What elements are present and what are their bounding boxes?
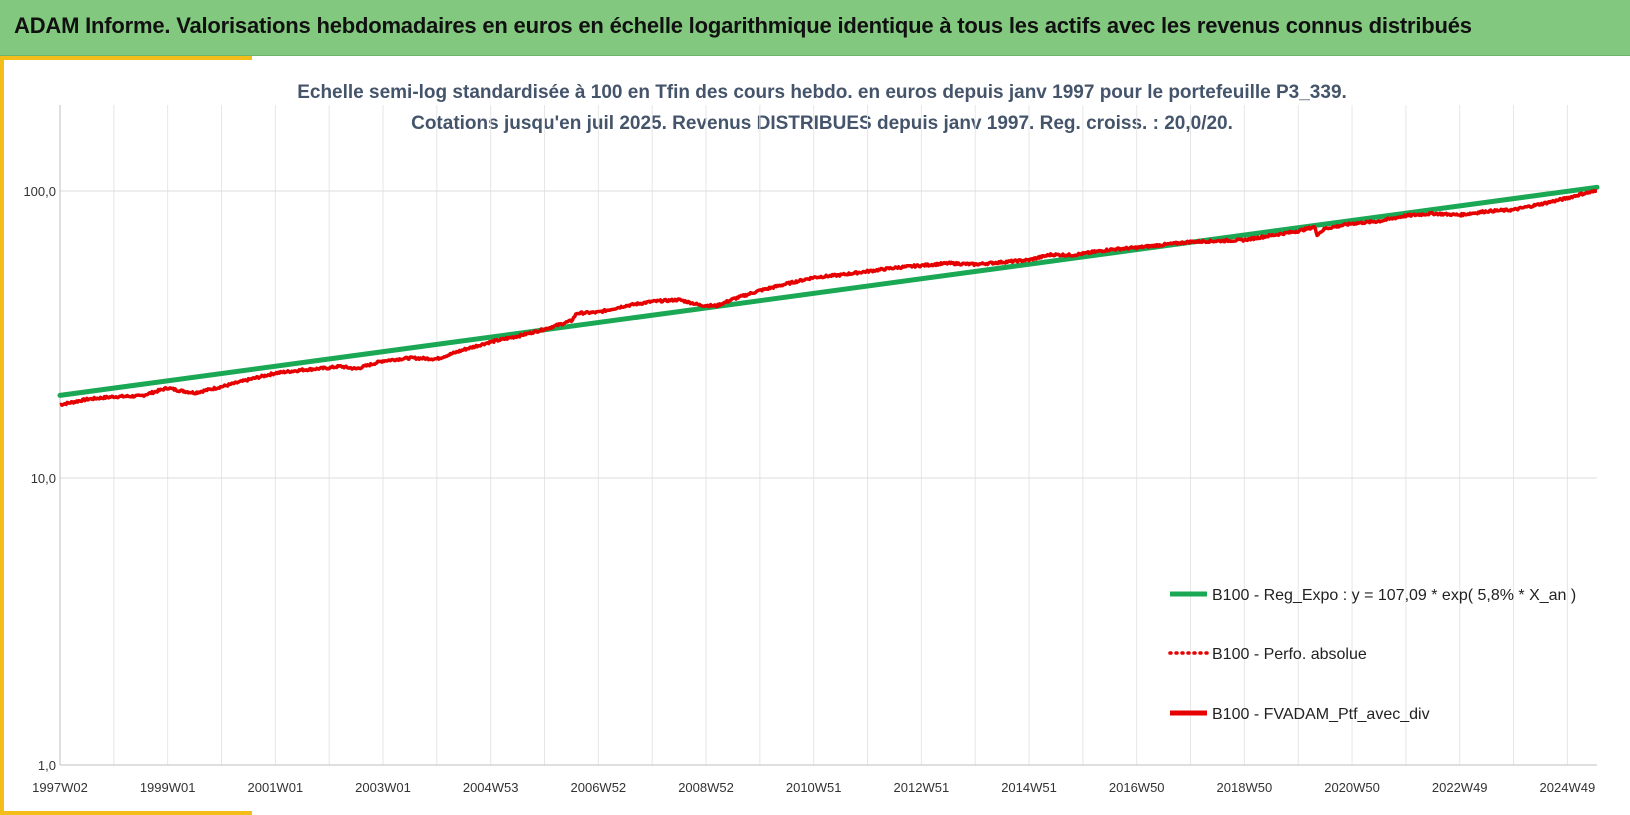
x-tick-label: 2020W50 <box>1324 780 1380 795</box>
x-tick-label: 2016W50 <box>1109 780 1165 795</box>
x-tick-label: 2012W51 <box>894 780 950 795</box>
y-tick-label: 10,0 <box>31 471 56 486</box>
x-tick-label: 2006W52 <box>571 780 627 795</box>
legend: B100 - Reg_Expo : y = 107,09 * exp( 5,8%… <box>1168 587 1576 723</box>
x-tick-label: 2001W01 <box>248 780 304 795</box>
legend-label: B100 - Reg_Expo : y = 107,09 * exp( 5,8%… <box>1212 587 1576 604</box>
y-tick-label: 100,0 <box>23 184 56 199</box>
legend-label: B100 - Perfo. absolue <box>1212 646 1367 663</box>
x-axis: 1997W02 1999W01 2001W01 2003W01 2004W53 2006W… <box>32 780 1595 795</box>
x-tick-label: 1997W02 <box>32 780 88 795</box>
x-tick-label: 2022W49 <box>1432 780 1488 795</box>
x-tick-label: 2014W51 <box>1001 780 1057 795</box>
series-line-ptf-avec-div <box>59 188 1598 407</box>
x-tick-label: 2010W51 <box>786 780 842 795</box>
y-tick-label: 1,0 <box>38 758 56 773</box>
accent-bar-bottom <box>0 811 252 815</box>
accent-bar-top <box>0 56 252 60</box>
x-tick-label: 1999W01 <box>140 780 196 795</box>
header-bar: ADAM Informe. Valorisations hebdomadaire… <box>0 0 1630 56</box>
chart-title: Echelle semi-log standardisée à 100 en T… <box>297 82 1347 103</box>
grid <box>59 105 1597 766</box>
x-tick-label: 2018W50 <box>1217 780 1273 795</box>
page-title: ADAM Informe. Valorisations hebdomadaire… <box>14 13 1472 38</box>
x-tick-label: 2008W52 <box>678 780 734 795</box>
legend-label: B100 - FVADAM_Ptf_avec_div <box>1212 706 1430 723</box>
x-tick-label: 2024W49 <box>1540 780 1596 795</box>
series-layer <box>57 184 1600 407</box>
chart-subtitle: Cotations jusqu'en juil 2025. Revenus DI… <box>411 113 1233 134</box>
accent-bar-left <box>0 56 4 815</box>
x-tick-label: 2003W01 <box>355 780 411 795</box>
y-axis: 1,0 10,0 100,0 <box>23 184 56 773</box>
series-line-reg-expo <box>57 184 1600 398</box>
x-tick-label: 2004W53 <box>463 780 519 795</box>
